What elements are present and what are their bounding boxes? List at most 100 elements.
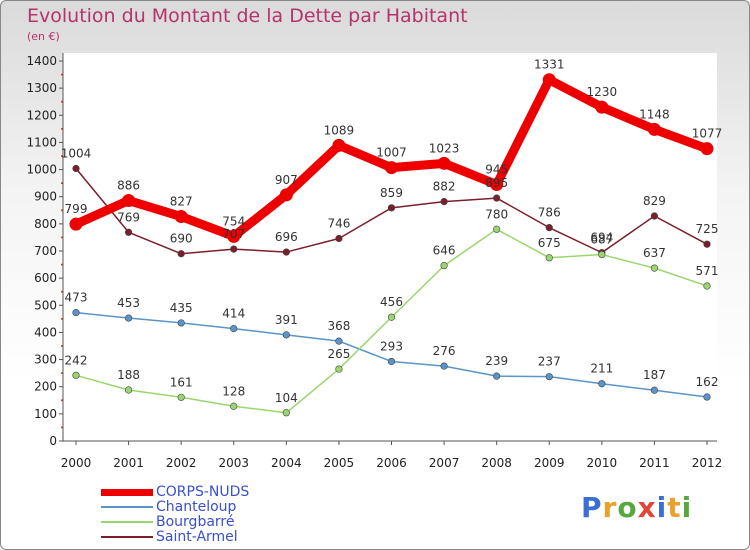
x-tick-label: 2005 [324, 456, 355, 470]
data-label-bourgbarre: 242 [65, 353, 88, 367]
data-point-bourgbarre [230, 402, 238, 410]
y-tick-label: 1200 [26, 108, 57, 122]
data-label-saint-armel: 696 [275, 230, 298, 244]
data-point-saint-armel [282, 248, 290, 256]
y-tick-label: 600 [34, 271, 57, 285]
data-point-saint-armel [124, 228, 133, 236]
data-point-saint-armel [387, 204, 396, 212]
data-label-bourgbarre: 571 [696, 264, 719, 278]
proxiti-logo: Proxiti [581, 491, 692, 524]
data-point-saint-armel [335, 234, 343, 243]
y-minor-tick [61, 155, 63, 157]
data-point-corps-nuds [332, 138, 346, 152]
x-tick-label: 2008 [481, 456, 512, 470]
data-point-bourgbarre [440, 262, 448, 270]
x-tick-label: 2009 [534, 456, 565, 470]
y-tick-label: 300 [34, 353, 57, 367]
data-label-chanteloup: 239 [485, 354, 508, 368]
data-label-saint-armel: 725 [696, 222, 719, 236]
data-point-corps-nuds [647, 122, 661, 136]
data-point-bourgbarre [545, 254, 553, 262]
logo-letter: P [581, 491, 603, 524]
data-point-chanteloup [72, 309, 80, 317]
data-point-saint-armel [650, 212, 659, 220]
data-point-bourgbarre [703, 282, 711, 290]
y-tick-label: 900 [34, 190, 57, 204]
data-point-chanteloup [598, 380, 606, 388]
data-point-bourgbarre [282, 409, 290, 417]
y-minor-tick [61, 372, 63, 375]
data-point-corps-nuds [700, 142, 714, 156]
x-tick-label: 2000 [61, 456, 92, 470]
x-tick-label: 2004 [271, 456, 302, 470]
data-label-bourgbarre: 687 [590, 233, 613, 247]
data-point-saint-armel [545, 224, 553, 232]
chart-title: Evolution du Montant de la Dette par Hab… [27, 5, 468, 27]
y-minor-tick [61, 182, 63, 185]
y-tick-label: 100 [34, 407, 57, 421]
legend-swatch-chanteloup [101, 506, 153, 508]
data-point-bourgbarre [387, 313, 396, 321]
legend-swatch-corps-nuds [101, 488, 153, 496]
data-point-bourgbarre [72, 371, 80, 379]
y-minor-tick [61, 100, 63, 103]
data-label-bourgbarre: 265 [327, 347, 350, 361]
x-tick-label: 2011 [639, 456, 670, 470]
data-point-corps-nuds [595, 100, 609, 114]
data-point-corps-nuds [490, 178, 504, 191]
data-label-chanteloup: 473 [65, 291, 88, 305]
data-label-corps-nuds: 907 [275, 173, 298, 187]
data-point-bourgbarre [124, 386, 133, 394]
legend-label-chanteloup: Chanteloup [156, 499, 237, 515]
legend-label-saint-armel: Saint-Armel [156, 529, 238, 545]
plot-area [63, 53, 717, 441]
y-tick-label: 1400 [26, 54, 57, 68]
data-label-bourgbarre: 780 [485, 207, 508, 221]
y-tick-label: 400 [34, 325, 57, 339]
x-tick-label: 2007 [429, 456, 460, 470]
data-label-bourgbarre: 675 [538, 236, 561, 250]
data-label-bourgbarre: 104 [275, 391, 298, 405]
legend-swatch-saint-armel [101, 536, 153, 538]
y-minor-tick [61, 73, 63, 76]
data-label-chanteloup: 368 [327, 319, 350, 333]
y-tick-label: 1100 [26, 135, 57, 149]
data-point-saint-armel [177, 250, 185, 258]
data-point-corps-nuds [385, 161, 398, 175]
y-minor-tick [61, 426, 63, 429]
data-point-chanteloup [387, 357, 396, 366]
data-point-saint-armel [703, 240, 711, 248]
logo-letter: r [602, 491, 618, 524]
data-label-saint-armel: 769 [117, 210, 140, 224]
data-point-chanteloup [230, 325, 238, 333]
data-point-corps-nuds [542, 73, 556, 87]
data-label-corps-nuds: 799 [65, 202, 88, 216]
data-point-corps-nuds [122, 194, 136, 208]
data-label-corps-nuds: 1089 [324, 123, 355, 137]
data-point-bourgbarre [493, 225, 501, 233]
logo-letter: o [617, 491, 638, 524]
logo-letter: x [637, 491, 657, 524]
y-minor-tick [61, 236, 63, 239]
data-label-saint-armel: 895 [485, 176, 508, 190]
y-tick-label: 500 [34, 298, 57, 312]
data-label-chanteloup: 237 [538, 355, 561, 369]
data-label-corps-nuds: 886 [117, 179, 140, 193]
data-point-corps-nuds [279, 188, 293, 202]
legend-swatch-bourgbarre [101, 521, 153, 523]
data-point-bourgbarre [650, 264, 659, 272]
data-label-chanteloup: 414 [222, 307, 245, 321]
data-label-corps-nuds: 1077 [692, 127, 723, 141]
x-tick-label: 2001 [113, 456, 144, 470]
data-label-corps-nuds: 1023 [429, 141, 460, 155]
logo-letter: t [667, 491, 682, 524]
y-tick-label: 0 [49, 434, 57, 448]
data-label-chanteloup: 453 [117, 296, 140, 310]
y-minor-tick [61, 399, 63, 402]
data-label-saint-armel: 1004 [61, 146, 92, 160]
data-point-chanteloup [124, 314, 133, 322]
y-tick-label: 800 [34, 217, 57, 231]
data-point-chanteloup [650, 386, 659, 394]
